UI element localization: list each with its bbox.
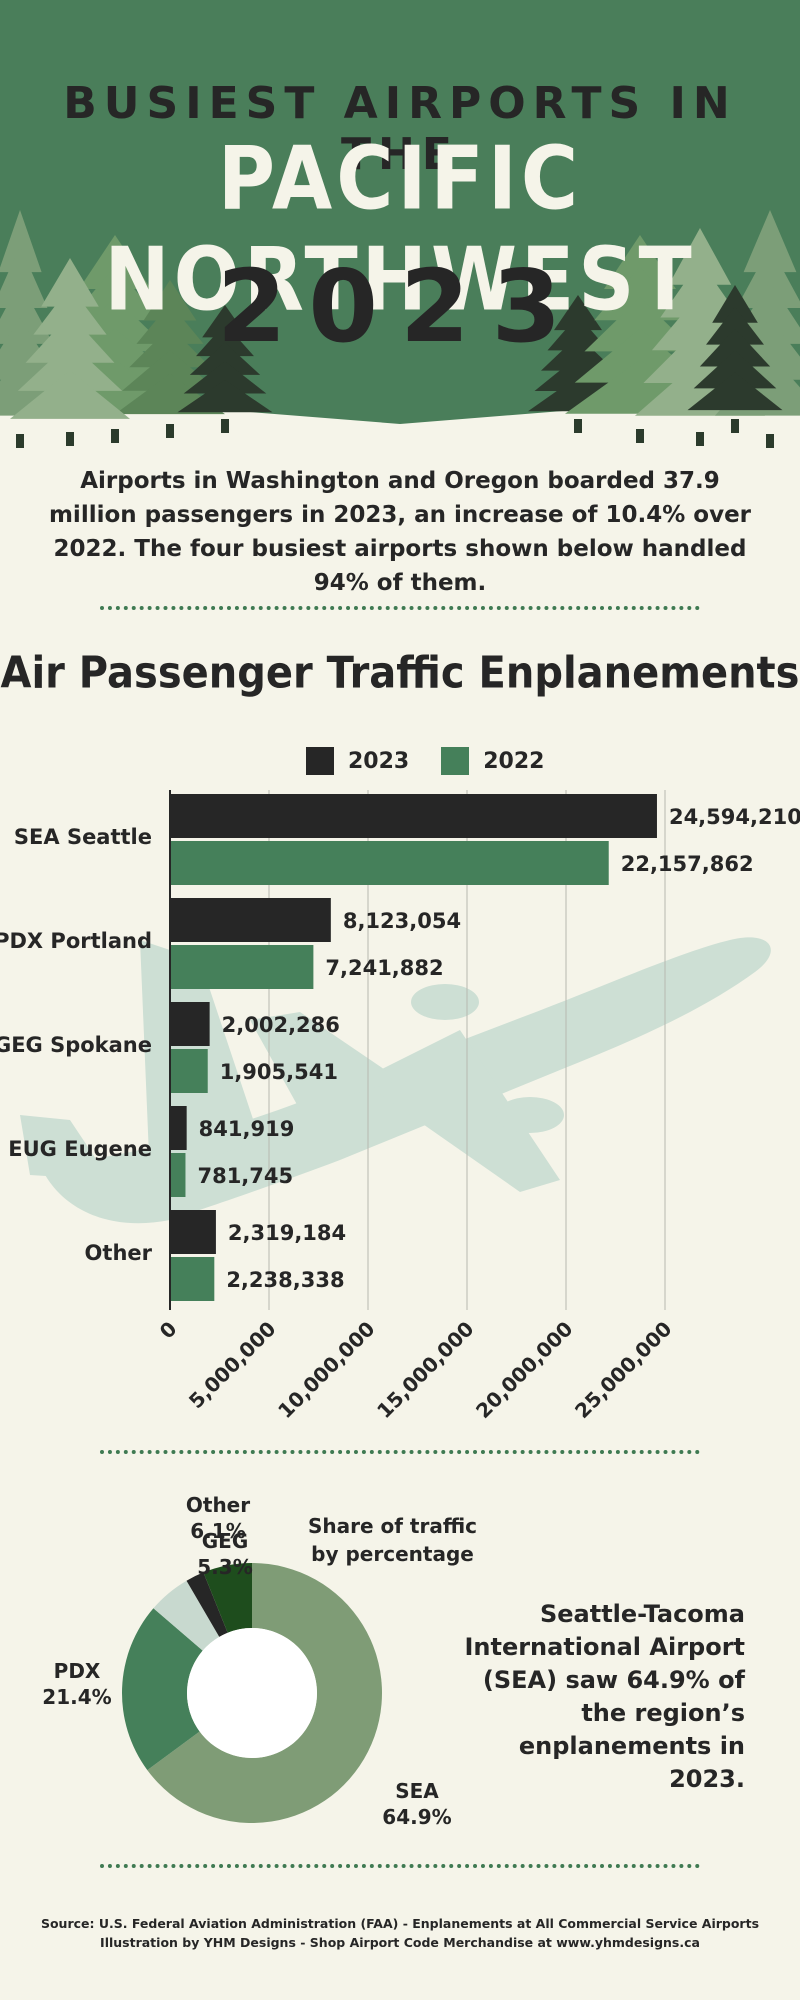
bar-2022 [170,945,314,989]
credit-line: Illustration by YHM Designs - Shop Airpo… [100,1935,700,1950]
legend-label-2022: 2022 [483,748,545,774]
bar-2022 [170,1257,215,1301]
bar-2023 [170,1106,187,1150]
header-graphic [0,0,800,448]
donut-section: GEG 5.3% Other 6.1% PDX 21.4% SEA 64.9% … [0,1480,800,1880]
bar-2022 [170,1049,208,1093]
slice-pct-sea: 64.9% [382,1805,452,1829]
donut-slice-geg [153,1580,220,1651]
slice-label-pdx: PDX 21.4% [32,1658,122,1710]
source-line: Source: U.S. Federal Aviation Administra… [40,1916,760,1931]
data-label-2022: 7,241,882 [325,956,443,980]
x-tick-label: 25,000,000 [570,1317,676,1423]
x-tick-label: 0 [155,1317,182,1344]
bar-2023 [170,794,657,838]
data-label-2023: 8,123,054 [343,909,461,933]
pine-tree-icon [687,285,783,433]
bar-chart: SEA Seattle 24,594,210 22,157,862 PDX Portl… [0,790,800,1423]
bar-2023 [170,898,331,942]
bar-2022 [170,841,609,885]
slice-label-sea: SEA 64.9% [372,1778,462,1830]
page-title: PACIFIC NORTHWEST [104,129,696,331]
pine-tree-icon [528,210,800,448]
slice-name-sea: SEA [395,1779,439,1803]
x-tick-label: 20,000,000 [471,1317,577,1423]
bar-2023 [170,1210,216,1254]
data-label-2022: 2,238,338 [226,1268,344,1292]
bar-chart-legend: 2023 2022 [306,746,562,776]
bar-chart-title: Air Passenger Traffic Enplanements [0,647,800,699]
donut-hole [187,1628,317,1758]
category-label: SEA Seattle [14,825,152,849]
data-label-2023: 2,002,286 [222,1013,340,1037]
donut-slice-pdx [122,1608,203,1771]
header-year: 2023 [216,248,584,365]
header-kicker: BUSIEST AIRPORTS IN THE [63,78,737,180]
header-banner: BUSIEST AIRPORTS IN THE PACIFIC NORTHWES… [0,0,800,460]
legend-item-2023: 2023 [306,747,409,775]
data-label-2023: 2,319,184 [228,1221,346,1245]
divider [100,1450,700,1454]
airplane-icon [20,937,771,1224]
data-label-2022: 1,905,541 [220,1060,338,1084]
donut-slice-other [203,1563,252,1633]
pine-tree-icon [0,210,273,448]
legend-item-2022: 2022 [441,747,544,775]
pine-tree-icon [10,258,130,446]
pine-tree-icon [177,305,273,433]
x-tick-label: 10,000,000 [273,1317,379,1423]
intro-text: Airports in Washington and Oregon boarde… [48,468,752,596]
slice-pct-pdx: 21.4% [42,1685,112,1709]
x-tick-label: 5,000,000 [184,1317,281,1414]
slice-label-other: Other 6.1% [173,1492,263,1544]
category-label: Other [85,1241,153,1265]
divider [100,1864,700,1868]
slice-name-pdx: PDX [53,1659,101,1683]
category-label: EUG Eugene [8,1137,152,1161]
divider [100,606,700,610]
bar-2022 [170,1153,186,1197]
slice-name-geg: GEG [201,1529,249,1553]
slice-pct-other: 6.1% [190,1519,246,1543]
legend-swatch-2023 [306,747,334,775]
donut-slice-eug [186,1572,228,1637]
slice-name-other: Other [185,1493,251,1517]
data-label-2022: 781,745 [197,1164,293,1188]
category-label: PDX Portland [0,929,152,953]
legend-swatch-2022 [441,747,470,775]
donut-chart-title: Share of traffic by percentage [307,1514,477,1566]
callout-text: Seattle-Tacoma International Airport (SE… [464,1600,745,1793]
source-footer: Source: U.S. Federal Aviation Administra… [20,1914,780,1952]
slice-pct-geg: 5.3% [197,1555,253,1579]
category-label: GEG Spokane [0,1033,152,1057]
x-tick-label: 15,000,000 [372,1317,478,1423]
data-label-2022: 22,157,862 [621,852,754,876]
data-label-2023: 24,594,210 [669,805,800,829]
slice-label-geg: GEG 5.3% [180,1528,270,1580]
donut-slice-sea [147,1563,382,1823]
bar-2023 [170,1002,210,1046]
donut-chart [122,1563,382,1823]
legend-label-2023: 2023 [348,748,410,774]
data-label-2023: 841,919 [199,1117,295,1141]
